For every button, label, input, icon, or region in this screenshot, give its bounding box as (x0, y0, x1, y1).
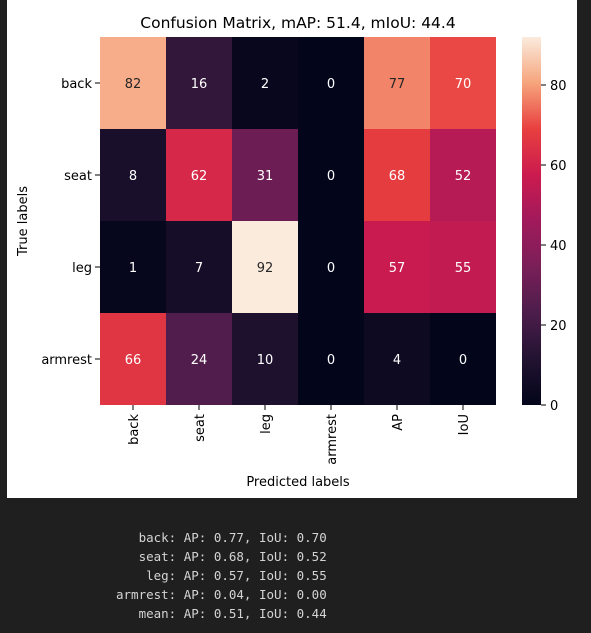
heatmap-cell-value-0-0: 82 (125, 77, 142, 92)
x-tick-label-ap: AP (391, 414, 406, 431)
heatmap-cell-value-0-3: 0 (327, 77, 335, 92)
confusion-matrix-figure: 82 16 2 0 77 70 8 62 31 0 68 52 1 7 92 0 57 55 66 24 10 0 4 0 b… (7, 0, 577, 498)
heatmap-cell-value-1-4: 68 (389, 169, 406, 184)
heatmap-cell-value-1-5: 52 (455, 169, 472, 184)
heatmap-cell-value-0-4: 77 (389, 77, 406, 92)
heatmap-cell-value-0-1: 16 (191, 77, 208, 92)
console-output-line: mean: AP: 0.51, IoU: 0.44 (116, 604, 327, 623)
y-tick-label-back: back (61, 77, 92, 92)
heatmap-cell-value-3-1: 24 (191, 353, 208, 368)
console-output-line: seat: AP: 0.68, IoU: 0.52 (116, 547, 327, 566)
console-output-line: back: AP: 0.77, IoU: 0.70 (116, 528, 327, 547)
x-tick-label-seat: seat (193, 414, 208, 442)
heatmap-cell-value-3-3: 0 (327, 353, 335, 368)
x-tick-label-back: back (127, 414, 142, 445)
heatmap-cell-value-0-2: 2 (261, 77, 269, 92)
heatmap-cell-value-2-0: 1 (129, 261, 137, 276)
x-tick-label-armrest: armrest (325, 414, 340, 465)
y-tick-label-seat: seat (64, 169, 92, 184)
x-axis-label: Predicted labels (246, 475, 350, 490)
heatmap-cell-value-3-0: 66 (125, 353, 142, 368)
console-output-line: leg: AP: 0.57, IoU: 0.55 (116, 566, 327, 585)
console-output-line: armrest: AP: 0.04, IoU: 0.00 (116, 585, 327, 604)
heatmap-cell-value-2-1: 7 (195, 261, 203, 276)
colorbar-tick-label: 40 (550, 239, 567, 254)
heatmap-cell-value-1-3: 0 (327, 169, 335, 184)
chart-title: Confusion Matrix, mAP: 51.4, mIoU: 44.4 (140, 14, 455, 32)
heatmap-cell-value-3-4: 4 (393, 353, 401, 368)
heatmap-cell-value-1-2: 31 (257, 169, 274, 184)
y-axis-label: True labels (16, 186, 31, 257)
heatmap-cell-value-2-5: 55 (455, 261, 472, 276)
y-tick-label-leg: leg (72, 261, 92, 276)
colorbar-tick-label: 0 (550, 399, 558, 414)
colorbar (522, 37, 541, 405)
heatmap-cell-value-3-2: 10 (257, 353, 274, 368)
heatmap-cell-value-0-5: 70 (455, 77, 472, 92)
heatmap-cell-value-2-2: 92 (257, 261, 274, 276)
heatmap-cell-value-3-5: 0 (459, 353, 467, 368)
y-tick-label-armrest: armrest (41, 353, 92, 368)
x-tick-label-iou: IoU (457, 414, 472, 435)
heatmap-cell-value-1-1: 62 (191, 169, 208, 184)
heatmap-cell-value-2-3: 0 (327, 261, 335, 276)
colorbar-tick-label: 20 (550, 319, 567, 334)
x-tick-label-leg: leg (259, 414, 274, 434)
heatmap-cell-value-1-0: 8 (129, 169, 137, 184)
colorbar-tick-label: 80 (550, 79, 567, 94)
colorbar-tick-label: 60 (550, 159, 567, 174)
heatmap-cell-value-2-4: 57 (389, 261, 406, 276)
